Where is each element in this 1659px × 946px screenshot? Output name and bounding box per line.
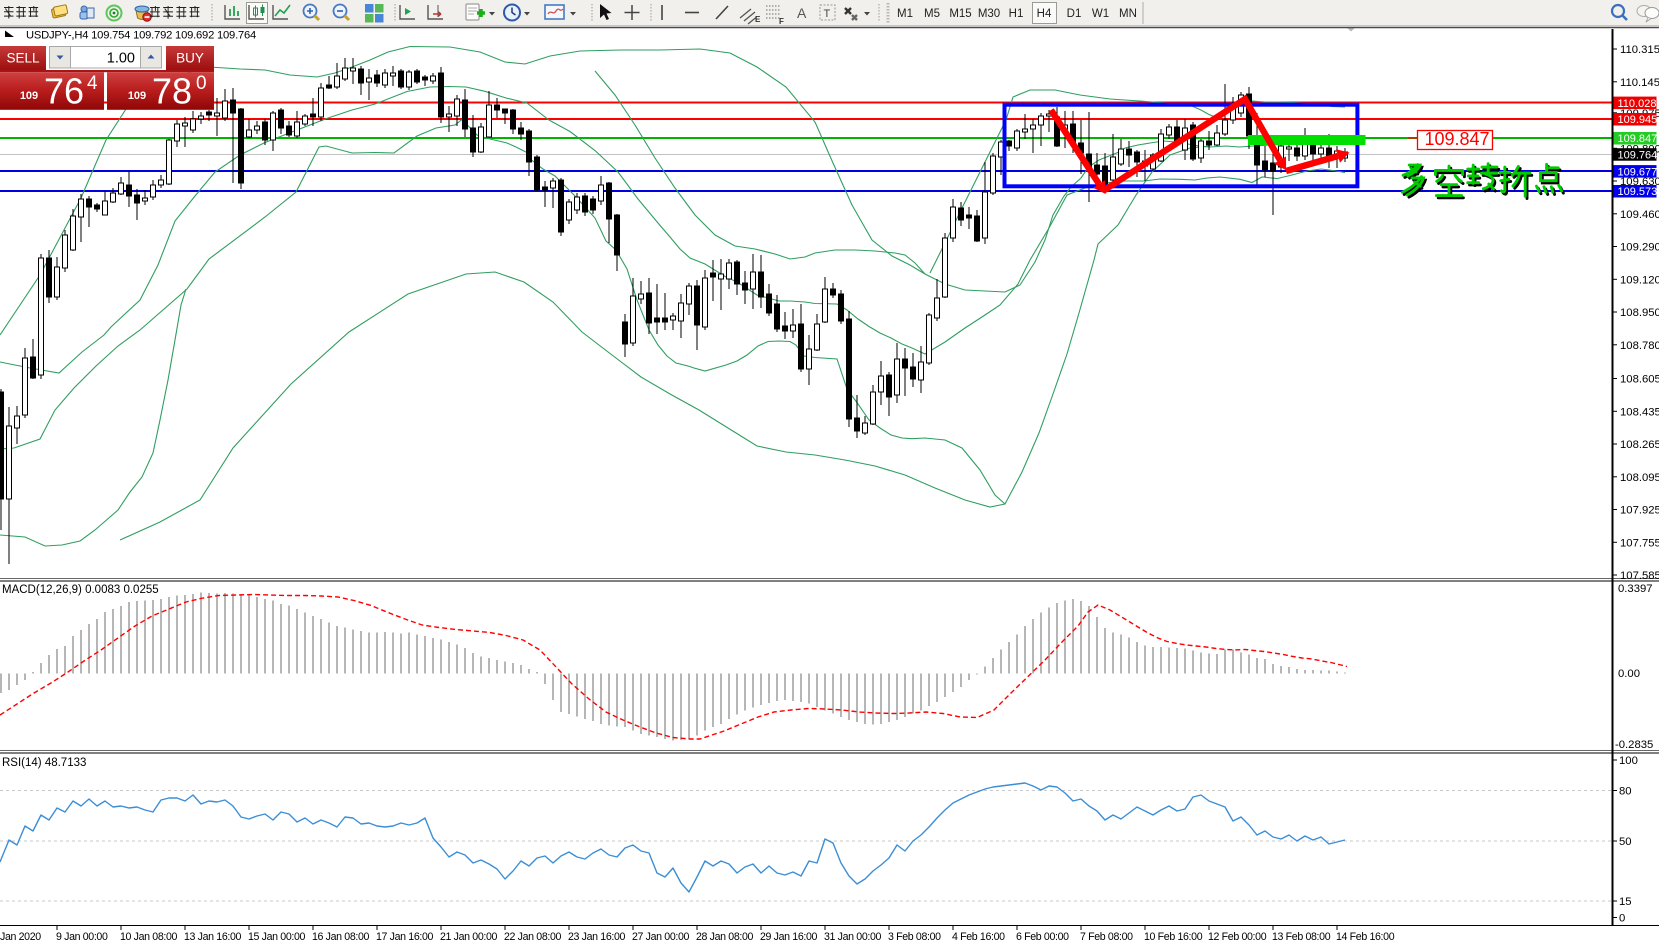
svg-text:109.573: 109.573: [1618, 186, 1658, 198]
svg-text:108.265: 108.265: [1620, 439, 1659, 451]
svg-text:7 Feb 08:00: 7 Feb 08:00: [1080, 931, 1133, 943]
svg-text:14 Feb 16:00: 14 Feb 16:00: [1336, 931, 1395, 943]
svg-text:27 Jan 00:00: 27 Jan 00:00: [632, 931, 690, 943]
svg-text:SELL: SELL: [6, 51, 40, 66]
svg-text:D1: D1: [1067, 8, 1082, 20]
svg-text:109: 109: [128, 90, 146, 102]
svg-text:110.145: 110.145: [1620, 77, 1659, 89]
svg-text:0: 0: [196, 73, 207, 94]
svg-text:109.847: 109.847: [1424, 129, 1489, 149]
svg-text:108.780: 108.780: [1620, 340, 1659, 352]
svg-text:108.605: 108.605: [1620, 374, 1659, 386]
svg-text:108.950: 108.950: [1620, 307, 1659, 319]
svg-text:10 Feb 16:00: 10 Feb 16:00: [1144, 931, 1203, 943]
svg-text:USDJPY-,H4 109.754 109.792 10: USDJPY-,H4 109.754 109.792 109.692 109.7…: [26, 30, 256, 42]
svg-text:MN: MN: [1119, 8, 1137, 20]
svg-text:109.460: 109.460: [1620, 209, 1659, 221]
svg-text:78: 78: [152, 71, 192, 112]
svg-text:110.315: 110.315: [1620, 44, 1659, 56]
svg-text:108.435: 108.435: [1620, 406, 1659, 418]
svg-text:RSI(14) 48.7133: RSI(14) 48.7133: [2, 757, 86, 769]
svg-text:21 Jan 00:00: 21 Jan 00:00: [440, 931, 498, 943]
svg-text:M30: M30: [978, 8, 1000, 20]
svg-text:12 Feb 00:00: 12 Feb 00:00: [1208, 931, 1267, 943]
svg-text:E: E: [755, 15, 761, 24]
svg-text:M15: M15: [949, 8, 971, 20]
svg-text:80: 80: [1619, 786, 1632, 798]
svg-text:M1: M1: [897, 8, 913, 20]
svg-text:0.3397: 0.3397: [1618, 583, 1653, 595]
svg-text:109.290: 109.290: [1620, 242, 1659, 254]
svg-text:H4: H4: [1037, 8, 1052, 20]
svg-text:W1: W1: [1092, 8, 1109, 20]
svg-text:28 Jan 08:00: 28 Jan 08:00: [696, 931, 754, 943]
svg-text:15: 15: [1619, 896, 1632, 908]
svg-text:10 Jan 08:00: 10 Jan 08:00: [120, 931, 178, 943]
svg-text:3 Feb 08:00: 3 Feb 08:00: [888, 931, 941, 943]
svg-text:107.925: 107.925: [1620, 505, 1659, 517]
svg-text:Jan 2020: Jan 2020: [0, 931, 41, 943]
svg-text:109: 109: [20, 90, 38, 102]
svg-text:100: 100: [1619, 755, 1638, 767]
svg-text:6 Feb 00:00: 6 Feb 00:00: [1016, 931, 1069, 943]
svg-text:109.120: 109.120: [1620, 274, 1659, 286]
svg-text:H1: H1: [1009, 8, 1024, 20]
svg-text:1.00: 1.00: [107, 51, 135, 67]
svg-text:76: 76: [44, 71, 84, 112]
svg-text:F: F: [779, 17, 784, 26]
svg-text:9 Jan 00:00: 9 Jan 00:00: [56, 931, 108, 943]
svg-text:T: T: [824, 8, 831, 20]
svg-text:23 Jan 16:00: 23 Jan 16:00: [568, 931, 626, 943]
svg-text:109.847: 109.847: [1618, 133, 1658, 145]
svg-text:107.585: 107.585: [1620, 570, 1659, 582]
svg-text:15 Jan 00:00: 15 Jan 00:00: [248, 931, 306, 943]
svg-text:BUY: BUY: [176, 51, 204, 66]
svg-text:16 Jan 08:00: 16 Jan 08:00: [312, 931, 370, 943]
svg-text:22 Jan 08:00: 22 Jan 08:00: [504, 931, 562, 943]
svg-text:M5: M5: [924, 8, 940, 20]
svg-text:109.677: 109.677: [1618, 166, 1658, 178]
svg-text:107.755: 107.755: [1620, 537, 1659, 549]
svg-text:29 Jan 16:00: 29 Jan 16:00: [760, 931, 818, 943]
svg-text:13 Jan 16:00: 13 Jan 16:00: [184, 931, 242, 943]
svg-text:0.00: 0.00: [1618, 668, 1640, 680]
svg-text:50: 50: [1619, 836, 1632, 848]
svg-text:MACD(12,26,9) 0.0083 0.0255: MACD(12,26,9) 0.0083 0.0255: [2, 584, 159, 596]
svg-text:109.945: 109.945: [1618, 114, 1658, 126]
svg-text:17 Jan 16:00: 17 Jan 16:00: [376, 931, 434, 943]
svg-text:13 Feb 08:00: 13 Feb 08:00: [1272, 931, 1331, 943]
svg-text:108.095: 108.095: [1620, 472, 1659, 484]
svg-text:4 Feb 16:00: 4 Feb 16:00: [952, 931, 1005, 943]
svg-text:-0.2835: -0.2835: [1615, 739, 1653, 751]
svg-text:0: 0: [1619, 913, 1625, 925]
svg-text:A: A: [797, 5, 807, 21]
svg-text:109.764: 109.764: [1618, 149, 1658, 161]
svg-text:4: 4: [87, 73, 98, 94]
svg-text:31 Jan 00:00: 31 Jan 00:00: [824, 931, 882, 943]
svg-text:110.028: 110.028: [1618, 98, 1657, 110]
